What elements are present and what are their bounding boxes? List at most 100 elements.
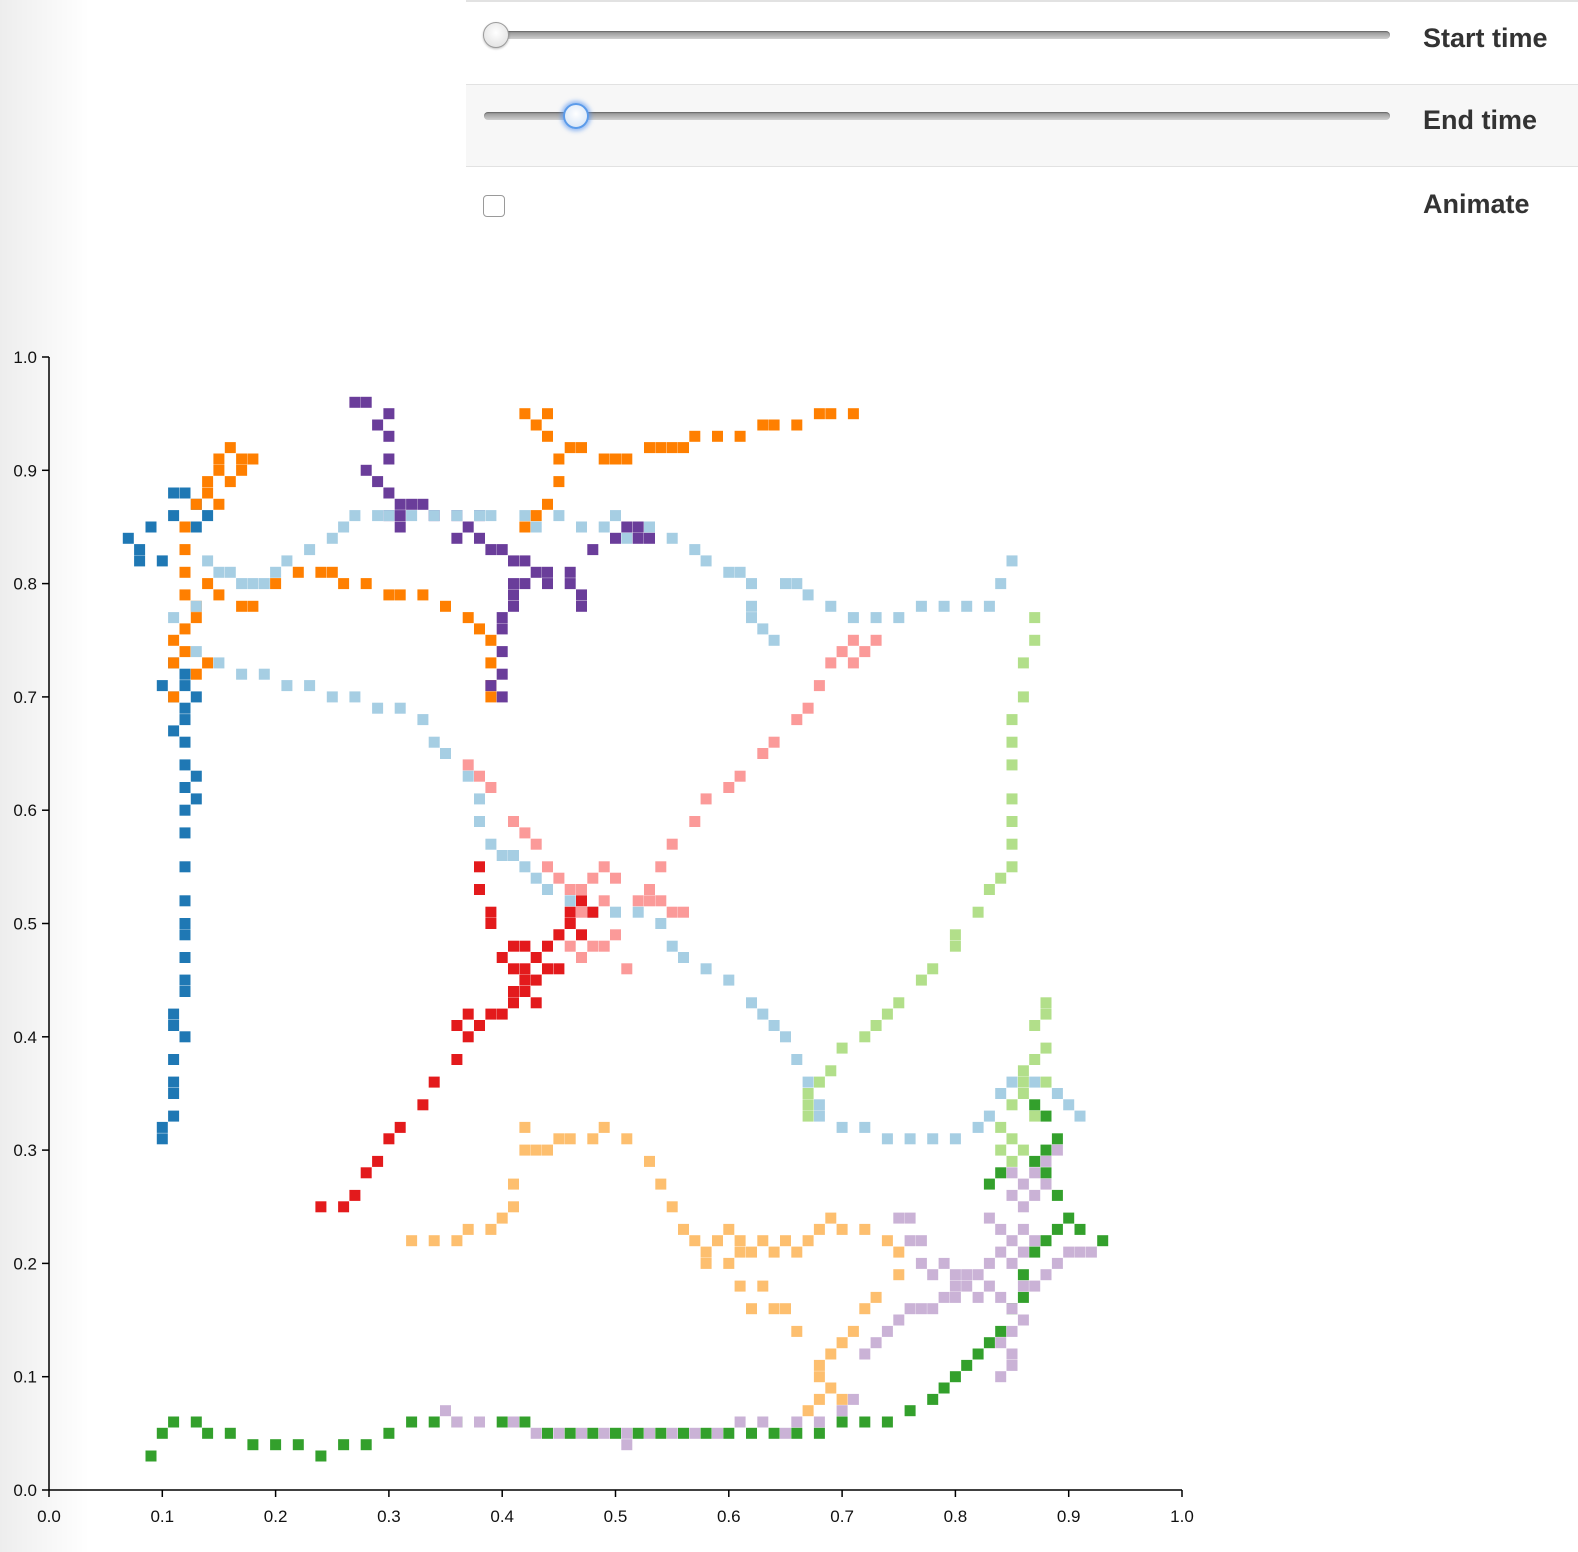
- data-point: [802, 1235, 814, 1247]
- data-point: [678, 442, 689, 454]
- data-point: [847, 634, 859, 646]
- data-point: [825, 600, 837, 612]
- data-point: [972, 1121, 984, 1133]
- animate-label: Animate: [1423, 189, 1530, 219]
- end-time-slider-track[interactable]: [484, 112, 1390, 120]
- data-point: [961, 1359, 973, 1371]
- data-point: [734, 1280, 746, 1292]
- data-point: [621, 1133, 633, 1145]
- data-point: [836, 1416, 848, 1428]
- y-axis: 0.0 0.1 0.2 0.3 0.4 0.5 0.6 0.7 0.8 0.9 1.0: [13, 348, 50, 1500]
- data-point: [746, 578, 757, 590]
- data-point: [644, 884, 655, 895]
- data-point: [179, 918, 191, 929]
- data-point: [689, 1235, 701, 1247]
- data-point: [168, 510, 180, 522]
- data-point: [995, 1291, 1007, 1303]
- data-point: [746, 600, 757, 612]
- data-point: [406, 1416, 418, 1428]
- data-point: [666, 1201, 678, 1213]
- data-point: [190, 770, 202, 782]
- data-point: [791, 1246, 803, 1258]
- data-point: [1040, 1144, 1052, 1156]
- data-point: [485, 634, 497, 646]
- data-point: [1029, 1054, 1041, 1065]
- data-point: [451, 532, 463, 544]
- data-point: [485, 680, 497, 692]
- data-point: [247, 578, 259, 590]
- data-point: [530, 1144, 542, 1156]
- data-point: [836, 1337, 848, 1349]
- data-point: [1051, 1223, 1063, 1235]
- data-point: [644, 532, 655, 544]
- data-point: [508, 986, 519, 997]
- data-point: [213, 453, 225, 465]
- data-point: [519, 408, 531, 420]
- data-point: [576, 600, 587, 612]
- data-point: [870, 634, 882, 646]
- end-time-slider-handle[interactable]: [563, 103, 589, 129]
- data-point: [145, 521, 157, 533]
- start-time-slider-track[interactable]: [484, 31, 1390, 39]
- data-point: [576, 895, 587, 907]
- data-point: [1017, 1076, 1029, 1088]
- data-point: [134, 555, 146, 567]
- data-point: [621, 532, 633, 544]
- data-point: [723, 974, 735, 986]
- data-point: [768, 1427, 780, 1439]
- data-point: [270, 1439, 282, 1451]
- data-point: [780, 1427, 791, 1439]
- data-point: [1006, 1348, 1018, 1360]
- animate-checkbox[interactable]: [483, 195, 505, 217]
- data-point: [610, 872, 621, 884]
- data-point: [746, 1303, 757, 1315]
- data-point: [349, 396, 361, 408]
- data-point: [893, 1246, 905, 1258]
- data-point: [610, 453, 621, 465]
- data-point: [179, 589, 191, 601]
- data-point: [179, 566, 191, 578]
- data-point: [542, 498, 553, 510]
- data-point: [893, 997, 905, 1009]
- data-point: [1029, 1280, 1041, 1292]
- data-point: [496, 850, 508, 861]
- data-point: [394, 1121, 406, 1133]
- data-point: [496, 668, 508, 680]
- y-tick-label: 0.8: [13, 575, 37, 594]
- data-point: [847, 657, 859, 669]
- data-point: [485, 510, 497, 522]
- data-point: [813, 1393, 825, 1405]
- data-point: [904, 1212, 916, 1224]
- start-time-slider-handle[interactable]: [483, 22, 509, 48]
- data-point: [995, 1088, 1007, 1099]
- data-point: [360, 396, 372, 408]
- data-point: [995, 1223, 1007, 1235]
- data-point: [542, 1144, 553, 1156]
- data-point: [746, 997, 757, 1009]
- data-point: [734, 1416, 746, 1428]
- data-point: [519, 555, 531, 567]
- data-point: [496, 544, 508, 556]
- data-point: [757, 1280, 769, 1292]
- data-point: [553, 476, 565, 488]
- data-point: [564, 918, 576, 929]
- data-point: [179, 714, 191, 726]
- data-point: [428, 510, 440, 522]
- data-point: [825, 1212, 837, 1224]
- series-0: [122, 487, 214, 1145]
- data-point: [349, 1189, 361, 1201]
- data-point: [179, 702, 191, 714]
- data-point: [859, 1348, 871, 1360]
- data-point: [576, 884, 587, 895]
- data-point: [383, 1133, 395, 1145]
- data-point: [666, 532, 678, 544]
- data-point: [474, 1020, 485, 1031]
- series-8: [406, 1121, 905, 1417]
- data-point: [542, 578, 553, 590]
- data-point: [893, 1314, 905, 1326]
- data-point: [1051, 1144, 1063, 1156]
- data-point: [995, 1246, 1007, 1258]
- data-point: [496, 1008, 508, 1020]
- data-point: [870, 1291, 882, 1303]
- data-point: [542, 884, 553, 895]
